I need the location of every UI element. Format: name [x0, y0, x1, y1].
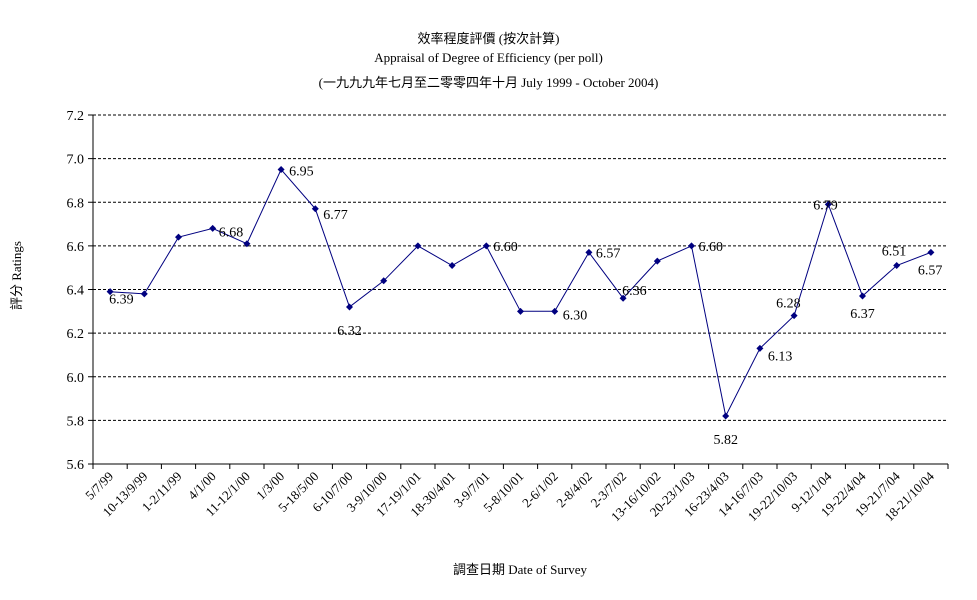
data-label: 6.30 [563, 308, 588, 323]
data-label: 5.82 [713, 433, 738, 448]
data-label: 6.57 [596, 246, 621, 261]
data-label: 6.57 [918, 263, 943, 278]
chart-title-chinese: 效率程度評價 (按次計算) [417, 31, 560, 46]
y-tick-label: 6.2 [67, 327, 85, 342]
data-label: 6.60 [493, 240, 518, 255]
y-tick-label: 6.4 [67, 284, 85, 299]
x-axis-label: 調查日期 Date of Survey [453, 562, 587, 577]
chart-title-english: Appraisal of Degree of Efficiency (per p… [374, 50, 603, 65]
x-tick-label: 2-6/1/02 [519, 469, 561, 511]
data-point [824, 200, 832, 208]
data-point [756, 344, 764, 352]
data-label: 6.51 [882, 245, 907, 260]
data-point [688, 242, 695, 250]
data-point [277, 166, 285, 174]
data-point [346, 303, 353, 311]
data-point [448, 262, 456, 270]
data-point [106, 288, 114, 296]
data-label: 6.28 [776, 297, 801, 312]
y-tick-label: 5.6 [67, 458, 85, 473]
data-point [927, 248, 935, 256]
x-tick-label: 2-8/4/02 [553, 469, 595, 511]
data-label: 6.13 [768, 349, 793, 364]
data-point [414, 242, 422, 250]
data-point [722, 412, 730, 420]
y-tick-label: 6.0 [67, 371, 85, 386]
data-point [243, 240, 251, 248]
data-point [140, 290, 148, 298]
y-tick-label: 7.2 [67, 109, 85, 124]
y-tick-label: 5.8 [67, 414, 85, 429]
data-point [859, 292, 866, 300]
data-label: 6.39 [109, 293, 134, 308]
y-tick-label: 6.8 [67, 196, 85, 211]
data-point [380, 277, 388, 285]
data-point [790, 312, 798, 320]
data-point [653, 257, 661, 265]
data-label: 6.37 [850, 307, 875, 322]
y-tick-label: 7.0 [67, 153, 85, 168]
chart-subtitle: (一九九九年七月至二零零四年十月 July 1999 - October 200… [318, 75, 659, 90]
data-point [893, 262, 901, 270]
data-point [311, 205, 319, 213]
data-point [585, 248, 593, 256]
data-label: 6.95 [289, 165, 314, 180]
data-label: 6.79 [813, 198, 838, 213]
data-label: 6.77 [323, 208, 348, 223]
data-point [517, 307, 524, 315]
series-line [110, 168, 932, 418]
data-label: 6.68 [219, 225, 244, 240]
data-point [175, 233, 182, 241]
y-tick-label: 6.6 [67, 240, 85, 255]
data-label: 6.60 [699, 240, 724, 255]
data-label: 6.36 [622, 284, 647, 299]
data-point [209, 224, 217, 232]
data-point [551, 307, 559, 315]
data-point [482, 242, 490, 250]
data-label: 6.32 [337, 324, 362, 339]
data-point [619, 294, 627, 302]
